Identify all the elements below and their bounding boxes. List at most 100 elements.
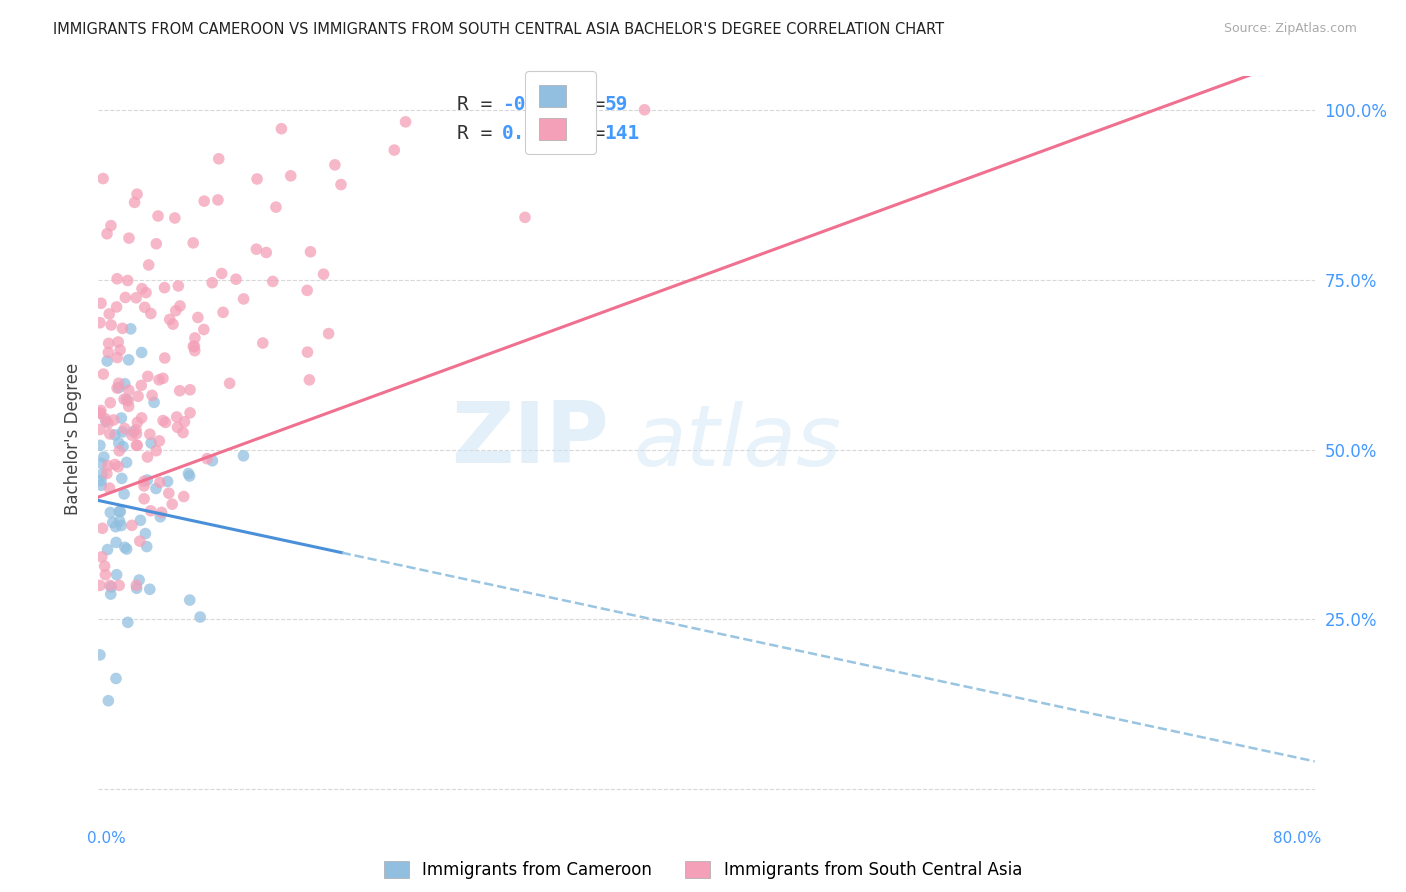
Point	[195, 451, 218, 466]
Point	[112, 487, 135, 501]
Point	[93, 559, 115, 574]
Point	[90, 403, 112, 417]
Point	[114, 376, 136, 391]
Point	[232, 449, 254, 463]
Point	[105, 351, 128, 365]
Point	[127, 438, 149, 452]
Point	[132, 475, 155, 489]
Point	[105, 381, 128, 395]
Point	[96, 354, 118, 368]
Point	[91, 521, 114, 535]
Point	[297, 345, 319, 359]
Point	[120, 322, 142, 336]
Text: 0.0%: 0.0%	[87, 831, 127, 846]
Point	[323, 158, 346, 172]
Point	[98, 506, 121, 520]
Point	[121, 518, 143, 533]
Text: atlas: atlas	[634, 401, 842, 484]
Point	[111, 471, 134, 485]
Point	[162, 317, 184, 331]
Point	[187, 310, 209, 325]
Text: N =: N =	[571, 95, 617, 114]
Point	[90, 457, 112, 471]
Point	[246, 172, 269, 186]
Point	[173, 490, 195, 504]
Point	[181, 235, 204, 250]
Point	[111, 321, 134, 335]
Point	[136, 369, 159, 384]
Point	[98, 307, 121, 321]
Point	[114, 541, 136, 555]
Point	[90, 549, 112, 564]
Point	[252, 336, 274, 351]
Point	[118, 383, 141, 397]
Point	[108, 578, 131, 592]
Point	[149, 509, 172, 524]
Point	[157, 486, 180, 500]
Point	[107, 436, 129, 450]
Point	[110, 504, 132, 518]
Point	[98, 481, 121, 495]
Point	[264, 200, 287, 214]
Point	[90, 478, 112, 492]
Point	[211, 267, 233, 281]
Point	[94, 411, 117, 425]
Text: 59: 59	[605, 95, 628, 114]
Point	[138, 258, 160, 272]
Point	[262, 275, 284, 289]
Point	[167, 279, 190, 293]
Point	[104, 458, 127, 472]
Point	[98, 395, 121, 409]
Text: IMMIGRANTS FROM CAMEROON VS IMMIGRANTS FROM SOUTH CENTRAL ASIA BACHELOR'S DEGREE: IMMIGRANTS FROM CAMEROON VS IMMIGRANTS F…	[53, 22, 945, 37]
Y-axis label: Bachelor's Degree: Bachelor's Degree	[63, 363, 82, 516]
Point	[134, 300, 156, 314]
Point	[125, 426, 148, 441]
Point	[108, 514, 131, 528]
Point	[143, 395, 166, 409]
Point	[145, 443, 167, 458]
Text: 141: 141	[605, 125, 640, 144]
Point	[152, 413, 174, 427]
Point	[150, 505, 173, 519]
Point	[131, 411, 153, 425]
Point	[112, 392, 135, 407]
Point	[125, 187, 148, 202]
Text: R =: R =	[457, 95, 505, 114]
Point	[225, 272, 247, 286]
Legend: Immigrants from Cameroon, Immigrants from South Central Asia: Immigrants from Cameroon, Immigrants fro…	[384, 861, 1022, 880]
Point	[101, 516, 124, 530]
Point	[111, 425, 134, 439]
Point	[193, 194, 215, 208]
Point	[136, 473, 159, 487]
Point	[165, 303, 187, 318]
Point	[118, 231, 141, 245]
Point	[98, 426, 121, 441]
Point	[89, 438, 111, 452]
Point	[105, 272, 128, 286]
Point	[100, 580, 122, 594]
Point	[107, 376, 129, 391]
Point	[173, 415, 195, 429]
Point	[91, 467, 114, 482]
Point	[139, 582, 162, 597]
Point	[148, 434, 170, 448]
Point	[330, 178, 353, 192]
Point	[148, 373, 170, 387]
Point	[127, 416, 149, 430]
Point	[89, 578, 111, 592]
Point	[107, 459, 129, 474]
Text: R =: R =	[457, 125, 505, 144]
Point	[108, 504, 131, 518]
Point	[97, 694, 120, 708]
Point	[169, 384, 191, 398]
Point	[152, 371, 174, 385]
Point	[115, 455, 138, 469]
Point	[141, 388, 163, 402]
Point	[318, 326, 340, 341]
Point	[112, 440, 135, 454]
Point	[218, 376, 240, 391]
Point	[135, 540, 157, 554]
Point	[179, 406, 201, 420]
Point	[132, 479, 155, 493]
Point	[146, 209, 169, 223]
